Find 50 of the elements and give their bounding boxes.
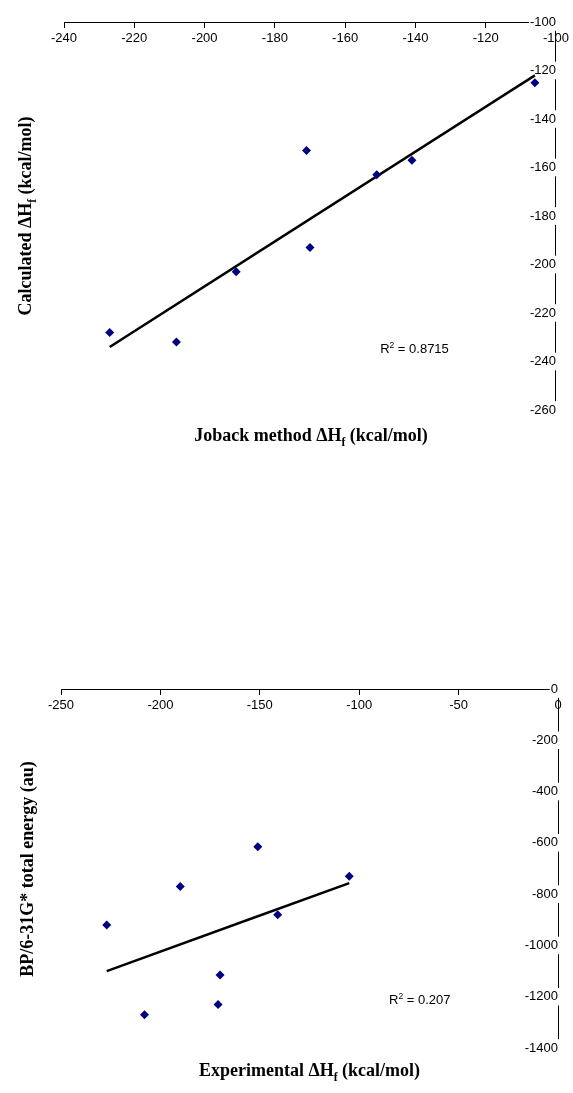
point <box>305 243 315 253</box>
x-axis-title: Joback method ΔH$_{f}$ (kcal/mol) <box>194 425 428 449</box>
annotation: R$^{2}$ = 0.8715 <box>380 340 449 357</box>
x-tick-label: -150 <box>246 697 273 713</box>
point <box>102 920 112 930</box>
y-axis-title: BP/6-31G* total energy (au) <box>16 760 38 977</box>
annotation: R$^{2}$ = 0.207 <box>389 990 451 1007</box>
point <box>407 155 417 165</box>
point <box>301 146 311 156</box>
point <box>215 970 225 980</box>
x-tick-label: -140 <box>402 30 429 46</box>
y-tick-label: -260 <box>529 401 556 417</box>
point <box>372 170 382 180</box>
y-tick-label: -800 <box>531 885 558 901</box>
point <box>140 1010 149 1020</box>
point <box>231 267 241 277</box>
y-tick-label: -1200 <box>524 988 558 1004</box>
x-tick-label: -120 <box>472 30 499 46</box>
x-axis-title: Experimental ΔH$_{f}$ (kcal/mol) <box>198 1060 421 1084</box>
y-tick-label: -240 <box>529 353 556 369</box>
point <box>213 999 223 1009</box>
y-tick-label: -1400 <box>524 1039 558 1055</box>
x-tick-label: -200 <box>147 697 174 713</box>
y-tick-label: -600 <box>531 834 558 850</box>
point <box>175 881 185 891</box>
y-tick-label: -1000 <box>524 937 558 953</box>
y-tick-label: -100 <box>529 13 556 29</box>
point <box>253 842 263 852</box>
x-tick-label: -240 <box>50 30 78 46</box>
x-tick-label: -250 <box>47 697 75 713</box>
x-tick-label: -50 <box>449 697 468 713</box>
y-tick-label: -180 <box>529 207 556 223</box>
x-tick-label: -180 <box>261 30 288 46</box>
x-tick-label: -220 <box>121 30 148 46</box>
y-tick-label: -140 <box>529 110 556 126</box>
y-tick-label: -160 <box>529 159 556 175</box>
point <box>105 327 115 337</box>
y-tick-label: -220 <box>529 304 556 320</box>
y-tick-label: 0 <box>550 680 558 696</box>
point <box>344 871 354 881</box>
point <box>530 78 540 88</box>
y-tick-label: -400 <box>531 783 558 799</box>
y-tick-label: -120 <box>529 62 556 78</box>
y-tick-label: -200 <box>529 256 556 272</box>
point <box>171 337 181 347</box>
x-tick-label: -160 <box>332 30 359 46</box>
y-tick-label: -200 <box>531 731 558 747</box>
x-tick-label: -200 <box>191 30 218 46</box>
point <box>273 910 283 920</box>
x-tick-label: -100 <box>346 697 373 713</box>
